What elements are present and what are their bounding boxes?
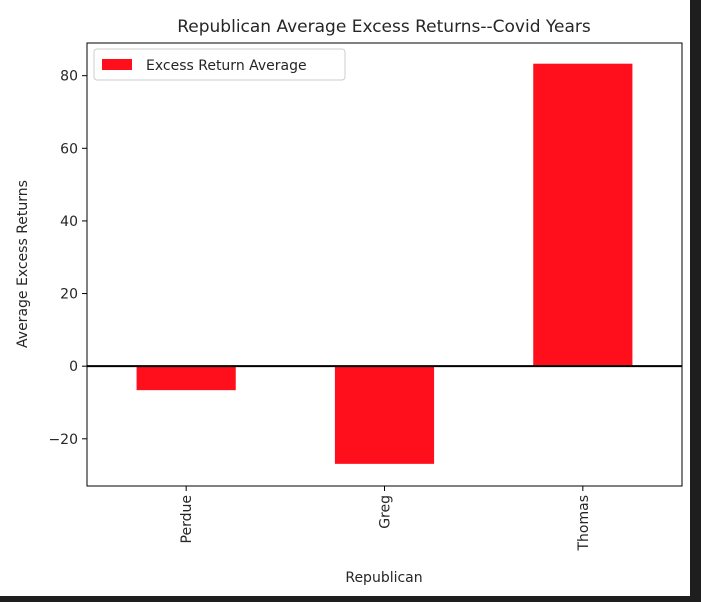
bars-group [136,63,633,464]
x-axis-label: Republican [345,570,422,586]
legend-label: Excess Return Average [146,58,307,74]
x-tick-label: Greg [378,495,394,529]
y-tick-label: −20 [48,432,78,448]
y-tick-label: 0 [69,359,78,375]
x-axis-ticks: Perdue Greg Thomas [179,486,592,552]
bar-perdue [136,366,236,391]
y-tick-label: 20 [60,287,78,303]
legend: Excess Return Average [93,48,346,81]
bar-chart: Republican Average Excess Returns--Covid… [15,17,683,586]
chart-figure: Republican Average Excess Returns--Covid… [0,0,690,596]
y-tick-label: 60 [60,141,78,157]
y-axis-ticks: −20 0 20 40 60 80 [48,69,87,448]
legend-swatch [102,59,132,70]
x-tick-label: Thomas [576,495,592,552]
y-axis-label: Average Excess Returns [15,180,31,348]
bar-greg [334,366,435,464]
y-tick-label: 40 [60,214,78,230]
x-tick-label: Perdue [179,495,195,543]
legend-box [93,48,346,81]
bar-thomas [533,63,633,367]
plot-frame [86,42,683,487]
y-tick-label: 80 [60,69,78,85]
chart-title: Republican Average Excess Returns--Covid… [177,17,591,37]
